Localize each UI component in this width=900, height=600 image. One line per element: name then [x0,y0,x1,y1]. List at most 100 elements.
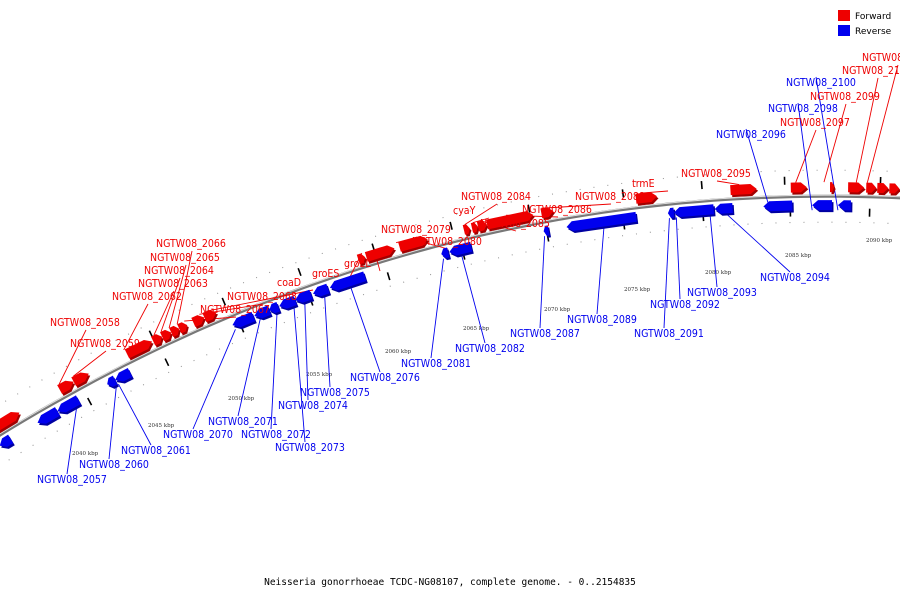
reverse-gene[interactable] [673,204,716,220]
label-leader [675,217,681,300]
label-leader [118,383,152,446]
forward-gene[interactable] [848,182,866,195]
scale-tick [386,272,391,281]
label-leader [58,329,87,385]
reverse-gene[interactable] [313,283,332,299]
forward-gene-label: NGTW08_2065 [150,252,220,264]
forward-gene[interactable] [470,222,480,235]
label-leader [797,102,813,211]
forward-gene[interactable] [730,183,759,198]
label-leader [725,213,791,273]
forward-gene-label: NGTW08_2101 [842,65,900,77]
forward-gene-label: NGTW08_2064 [144,265,214,277]
reverse-gene[interactable] [449,241,474,258]
forward-gene[interactable] [124,339,154,361]
forward-gene[interactable] [398,235,430,254]
label-leader [206,289,314,312]
forward-gene[interactable] [160,329,173,344]
label-leader [855,77,879,183]
reverse-gene[interactable] [232,311,257,330]
forward-gene[interactable] [830,182,836,195]
forward-gene[interactable] [877,182,890,196]
reverse-gene[interactable] [667,207,676,220]
forward-gene-label: NGTW08_2067 [200,304,270,316]
forward-gene[interactable] [540,207,555,221]
label-leader [123,303,149,351]
reverse-gene[interactable] [279,295,299,311]
scale-label: 2080 kbp [705,270,732,276]
reverse-gene[interactable] [0,434,15,449]
label-leader [596,226,605,315]
scale-labels: 2040 kbp 2045 kbp 2050 kbp 2055 kbp 2060 kbp… [72,238,893,457]
forward-gene-label: NGTW08_2086 [522,204,592,216]
reverse-gene[interactable] [714,202,735,216]
forward-gene[interactable] [191,315,206,330]
label-leader [349,286,381,373]
forward-gene[interactable] [57,380,76,396]
forward-gene[interactable] [356,253,367,267]
forward-gene-label: coaD [277,277,301,289]
reverse-gene-label: NGTW08_2096 [716,129,786,141]
reverse-gene-label: NGTW08_2081 [401,358,471,370]
label-leader [539,236,546,329]
reverse-gene[interactable] [837,200,853,213]
reverse-gene[interactable] [107,375,119,389]
forward-legend-label: Forward [855,12,891,22]
reverse-gene-label: NGTW08_2089 [567,314,637,326]
forward-gene-label: NGTW08_2063 [138,278,208,290]
reverse-gene[interactable] [57,395,83,415]
scale-ticks [87,176,882,406]
forward-gene[interactable] [485,211,535,232]
label-leader [464,203,498,225]
reverse-gene[interactable] [37,407,62,426]
forward-gene[interactable] [790,182,809,195]
scale-tick [164,358,170,367]
forward-gene[interactable] [866,182,878,195]
forward-gene[interactable] [71,372,91,389]
scale-tick [449,221,453,230]
genome-axis [0,194,900,437]
reverse-gene[interactable] [329,271,368,293]
reverse-gene[interactable] [812,200,834,213]
forward-gene-label: groEL [344,258,371,270]
reverse-gene[interactable] [566,211,639,234]
forward-gene[interactable] [150,334,164,348]
reverse-gene[interactable] [269,301,282,316]
reverse-legend-swatch [838,25,850,36]
reverse-gene[interactable] [254,305,273,321]
label-leader [472,217,490,224]
reverse-gene[interactable] [543,225,552,238]
forward-gene[interactable] [0,411,21,437]
reverse-gene[interactable] [441,247,451,261]
forward-gene[interactable] [202,310,218,325]
forward-gene-label: groES [312,268,339,280]
scale-label: 2075 kbp [624,287,651,293]
reverse-gene-label: NGTW08_2071 [208,416,278,428]
scale-label: 2070 kbp [544,307,571,313]
reverse-gene[interactable] [115,368,134,384]
label-leader [866,64,899,183]
scale-label: 2085 kbp [785,253,812,259]
scale-label: 2060 kbp [385,349,412,355]
forward-gene[interactable] [476,220,489,234]
forward-gene[interactable] [364,245,396,264]
forward-gene-label: NGTW08_2059 [70,338,140,350]
forward-gene[interactable] [177,322,189,336]
scale-label: 2050 kbp [228,396,255,402]
forward-gene[interactable] [889,183,900,196]
reverse-gene-label: NGTW08_2087 [510,328,580,340]
forward-gene[interactable] [462,224,472,237]
reverse-gene-label: NGTW08_2093 [687,287,757,299]
scale-label: 2040 kbp [72,451,99,457]
forward-gene[interactable] [635,192,659,206]
forward-gene-label: NGTW08_2095 [681,168,751,180]
reverse-gene-label: NGTW08_2070 [163,429,233,441]
reverse-gene-label: NGTW08_2057 [37,474,107,486]
forward-gene-label: NGTW08_2062 [112,291,182,303]
reverse-gene[interactable] [295,289,315,305]
forward-gene-label: NGTW08_2079 [381,224,451,236]
reverse-gene-label: NGTW08_2073 [275,442,345,454]
forward-gene[interactable] [169,325,181,340]
label-leader [304,302,309,401]
reverse-gene[interactable] [763,200,794,214]
